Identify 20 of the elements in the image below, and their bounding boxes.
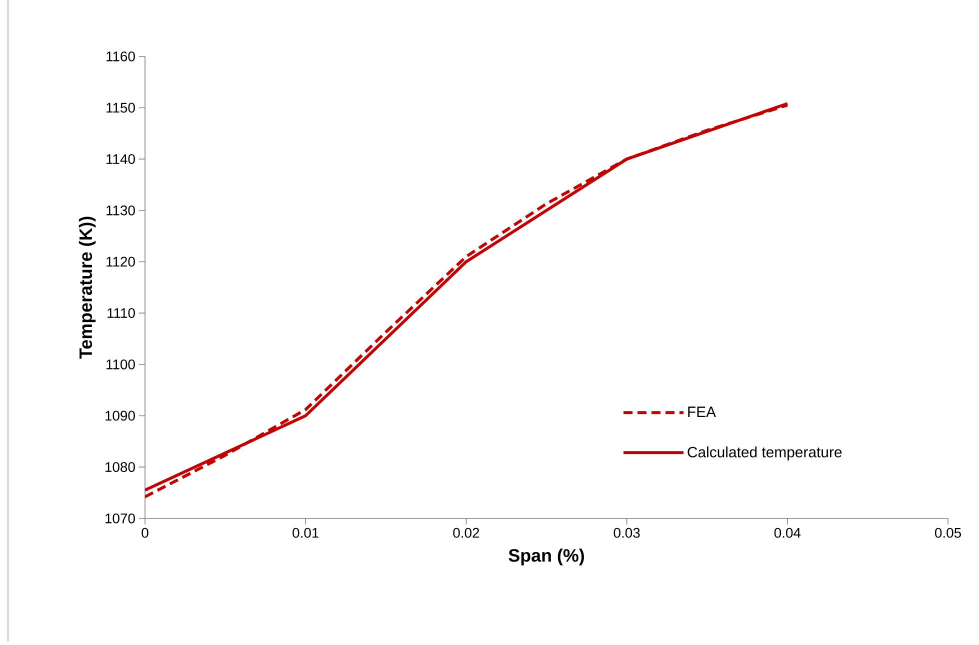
y-tick-label: 1080	[106, 462, 135, 472]
y-tick-label: 1120	[106, 256, 135, 266]
y-tick-label: 1140	[106, 154, 135, 164]
x-tick-label: 0.04	[774, 528, 801, 538]
y-tick-label: 1100	[106, 359, 135, 370]
y-tick-label: 1150	[106, 102, 135, 112]
y-tick-label: 1090	[106, 410, 135, 420]
y-tick-label: 1110	[108, 308, 135, 318]
y-axis-title: Temperature (K))	[78, 216, 96, 359]
x-tick-label: 0.03	[614, 528, 640, 538]
legend-label: FEA	[688, 406, 716, 417]
x-axis-title: Span (%)	[508, 548, 584, 566]
y-tick-label: 1130	[106, 205, 135, 216]
y-tick-label: 1160	[106, 51, 135, 62]
legend-label: Calculated temperature	[688, 446, 842, 460]
x-tick-label: 0.05	[934, 528, 961, 538]
x-tick-label: 0.02	[453, 528, 480, 538]
y-tick-label: 1070	[106, 513, 135, 524]
x-tick-label: 0.01	[292, 528, 318, 538]
x-tick-label: 0	[142, 528, 148, 538]
